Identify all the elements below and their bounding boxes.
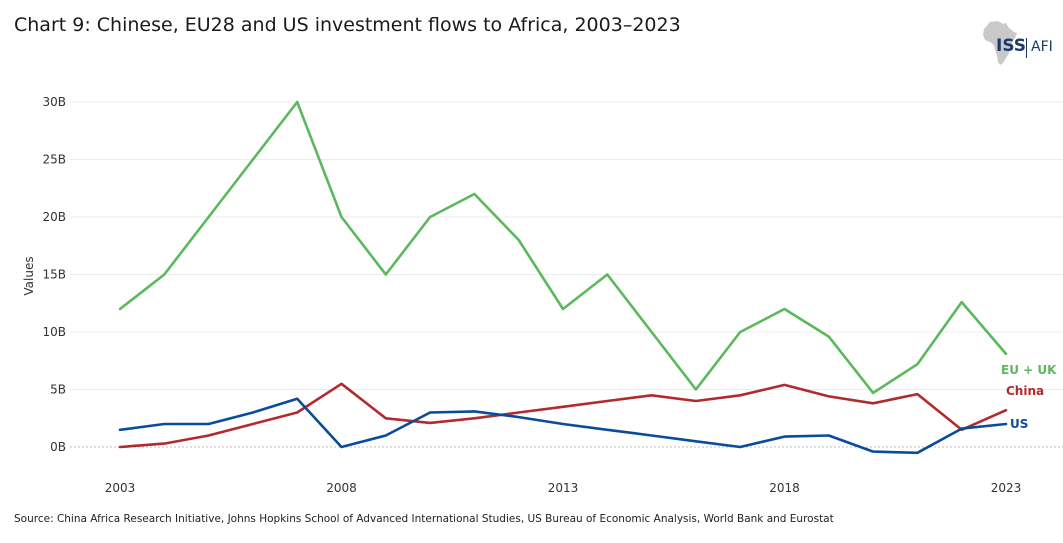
series-label: EU + UK (1001, 363, 1057, 377)
series-line-us (118, 397, 1008, 455)
series-label: US (1010, 417, 1028, 431)
y-tick-label: 20B (42, 210, 66, 224)
y-tick-label: 0B (50, 440, 66, 454)
source-note: Source: China Africa Research Initiative… (14, 513, 834, 525)
x-tick-label: 2008 (326, 481, 357, 495)
logo-afi-text: AFI (1031, 39, 1053, 55)
series-label: China (1006, 384, 1044, 398)
x-tick-label: 2023 (991, 481, 1022, 495)
y-axis-label: Values (22, 256, 36, 295)
iss-afi-logo: ISS AFI (980, 20, 1055, 68)
y-tick-label: 10B (42, 325, 66, 339)
series-line-eu-uk (118, 100, 1008, 395)
y-tick-label: 15B (42, 268, 66, 282)
x-tick-label: 2003 (105, 481, 136, 495)
series-line-china (118, 382, 1008, 449)
logo-divider (1026, 38, 1027, 58)
line-chart: 0B 5B 10B 15B 20B 25B 30B 2003 2008 2013 2018 2023 V… (22, 95, 1063, 495)
chart-title: Chart 9: Chinese, EU28 and US investment… (14, 14, 681, 36)
y-tick-label: 25B (42, 153, 66, 167)
africa-map-icon (983, 21, 1017, 65)
y-tick-label: 30B (42, 95, 66, 109)
x-tick-label: 2018 (769, 481, 800, 495)
logo-iss-text: ISS (996, 36, 1027, 56)
y-tick-label: 5B (50, 383, 66, 397)
x-tick-label: 2013 (548, 481, 579, 495)
